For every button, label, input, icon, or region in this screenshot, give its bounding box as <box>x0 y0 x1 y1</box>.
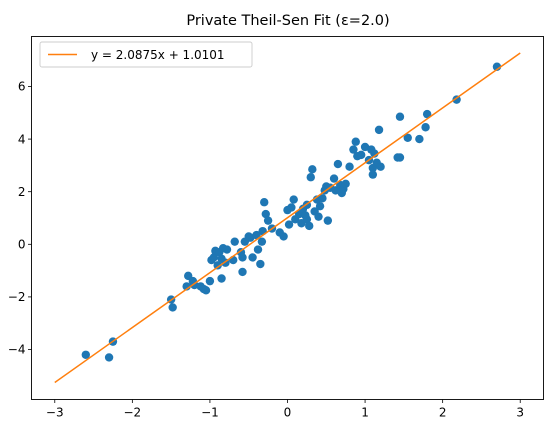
x-axis: −3 −2 −1 0 1 2 3 <box>46 399 524 420</box>
data-point <box>201 286 211 295</box>
data-point <box>395 112 405 121</box>
data-point <box>81 350 91 359</box>
data-point <box>252 230 261 240</box>
data-point <box>260 198 269 207</box>
data-point <box>349 145 358 154</box>
x-tick-label: −1 <box>201 406 219 420</box>
x-tick-label: 0 <box>284 406 292 420</box>
data-point <box>351 137 360 146</box>
data-point <box>289 195 298 204</box>
data-point <box>415 134 424 144</box>
data-point <box>287 203 296 212</box>
data-point <box>308 165 317 174</box>
data-point <box>248 253 257 262</box>
data-point <box>263 216 273 225</box>
data-point <box>222 245 232 254</box>
y-tick-label: 0 <box>18 238 26 252</box>
data-point <box>209 253 218 262</box>
data-point <box>279 232 288 241</box>
data-point <box>374 125 384 135</box>
x-tick-label: 1 <box>361 406 369 420</box>
data-point <box>314 212 323 221</box>
data-point <box>229 255 238 265</box>
x-tick-label: −3 <box>46 406 64 420</box>
data-point <box>213 261 222 270</box>
data-point <box>257 237 267 246</box>
data-point <box>341 179 350 188</box>
data-point <box>305 221 314 231</box>
data-point <box>238 253 247 262</box>
data-point <box>318 194 327 203</box>
data-point <box>323 216 333 225</box>
fit-line-layer <box>54 52 521 384</box>
x-tick-label: −2 <box>123 406 141 420</box>
data-point <box>315 201 325 211</box>
x-tick-label: 2 <box>439 406 447 420</box>
data-point <box>333 159 343 169</box>
y-tick-label: −2 <box>8 290 26 304</box>
x-tick-label: 3 <box>516 406 524 420</box>
data-point <box>376 162 385 171</box>
data-point <box>284 220 294 229</box>
data-point <box>345 162 354 171</box>
data-point <box>452 95 461 104</box>
data-point <box>230 237 239 246</box>
data-point <box>422 109 432 119</box>
legend-box <box>39 41 253 68</box>
legend: y = 2.0875x + 1.0101 <box>39 41 253 68</box>
y-tick-label: 4 <box>18 132 26 146</box>
data-point <box>329 174 339 183</box>
y-tick-label: 2 <box>18 185 26 199</box>
y-tick-label: 6 <box>18 80 26 94</box>
data-point <box>395 153 405 162</box>
legend-label: y = 2.0875x + 1.0101 <box>91 48 225 62</box>
data-point <box>306 173 315 182</box>
fit-line <box>54 52 521 384</box>
data-point <box>253 245 263 254</box>
data-point <box>256 259 265 269</box>
scatter-points <box>81 62 502 362</box>
y-tick-label: −4 <box>8 343 26 357</box>
y-axis: −4 −2 0 2 4 6 <box>8 80 32 357</box>
data-point <box>205 276 215 286</box>
data-point <box>168 303 177 312</box>
data-point <box>104 353 114 362</box>
data-point <box>302 215 312 224</box>
data-point <box>403 133 412 142</box>
data-point <box>217 274 226 283</box>
data-point <box>357 150 366 160</box>
data-point <box>368 170 378 179</box>
data-point <box>421 123 430 132</box>
chart-title: Private Theil-Sen Fit (ε=2.0) <box>186 13 389 29</box>
data-point <box>238 267 247 277</box>
data-point <box>261 209 270 219</box>
